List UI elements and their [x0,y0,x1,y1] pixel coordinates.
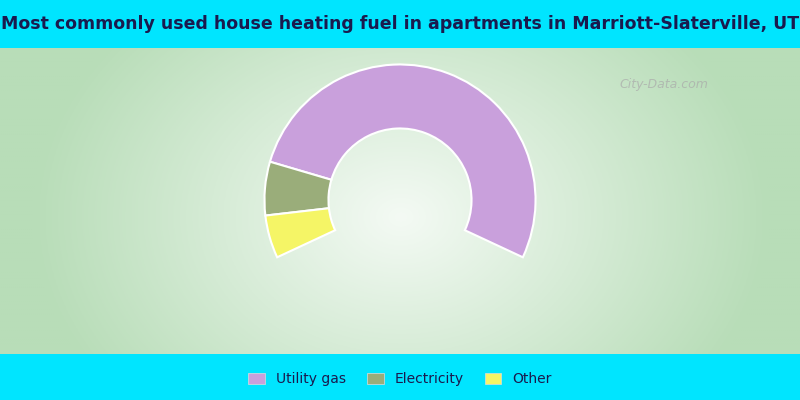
Text: Most commonly used house heating fuel in apartments in Marriott-Slaterville, UT: Most commonly used house heating fuel in… [1,15,799,33]
Legend: Utility gas, Electricity, Other: Utility gas, Electricity, Other [242,367,558,392]
Wedge shape [265,162,331,216]
Text: City-Data.com: City-Data.com [619,78,709,91]
Wedge shape [270,64,535,257]
Wedge shape [266,208,335,257]
